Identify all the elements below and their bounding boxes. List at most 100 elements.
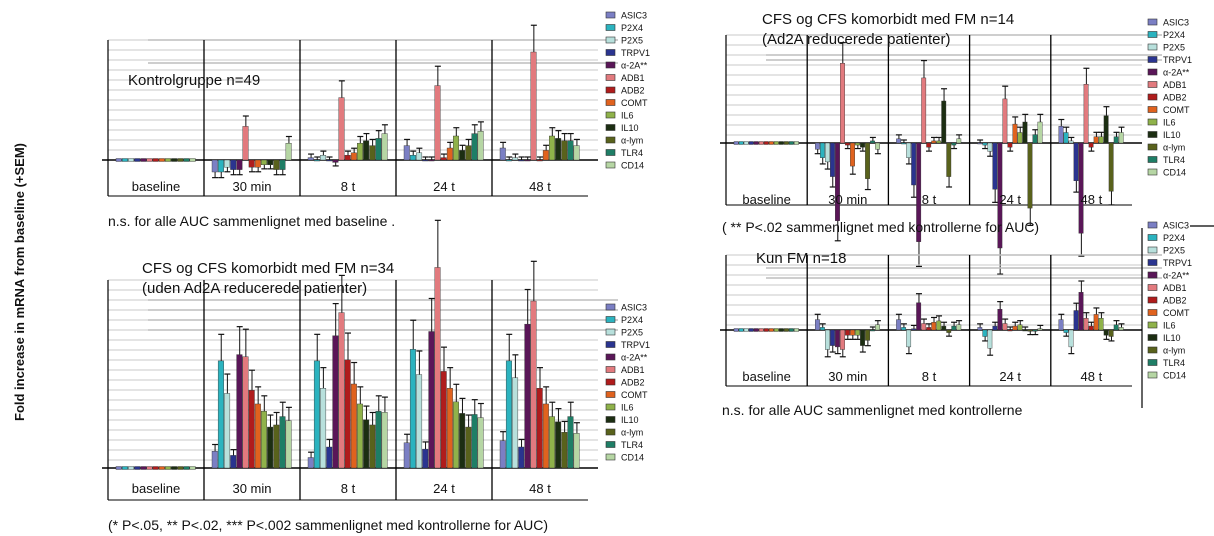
- bar: [1007, 142, 1013, 148]
- bar: [748, 328, 754, 332]
- legend-swatch: [605, 303, 616, 311]
- bar: [152, 158, 159, 162]
- bar: [1093, 314, 1099, 331]
- bar: [941, 100, 947, 144]
- bar: [536, 159, 543, 162]
- bar: [941, 325, 947, 331]
- bar: [549, 135, 555, 161]
- legend-label: α-lym: [621, 136, 643, 146]
- chart-title: Kontrolgruppe n=49: [128, 72, 260, 89]
- legend-label: α-lym: [1163, 346, 1185, 356]
- legend-label: COMT: [1163, 105, 1190, 115]
- legend-label: P2X5: [1163, 246, 1185, 256]
- bar: [1098, 136, 1104, 144]
- bar: [254, 159, 261, 168]
- bar: [738, 328, 744, 332]
- bar: [177, 466, 184, 470]
- bar: [926, 327, 932, 331]
- y-axis-label: Fold increase in mRNA from baseline (+SE…: [12, 143, 27, 421]
- bar: [951, 142, 957, 146]
- legend-swatch: [605, 136, 616, 144]
- bar: [350, 152, 357, 161]
- legend-swatch: [1147, 371, 1158, 379]
- bar: [518, 159, 525, 162]
- category-label: 24 t: [433, 481, 455, 496]
- bar: [783, 141, 789, 145]
- bar: [778, 141, 784, 145]
- legend-label: CD14: [1163, 168, 1186, 178]
- legend-label: ADB1: [621, 73, 645, 83]
- legend-label: α-2A**: [1163, 68, 1190, 78]
- bar: [446, 147, 453, 161]
- bar: [830, 142, 835, 177]
- bar: [332, 159, 339, 163]
- bar: [855, 329, 860, 336]
- legend-swatch: [605, 161, 616, 169]
- bar: [536, 388, 543, 469]
- bar: [273, 424, 280, 469]
- bar: [465, 145, 472, 161]
- bar: [820, 327, 825, 331]
- bar: [1068, 140, 1074, 144]
- bar: [567, 140, 574, 161]
- chart-title: CFS og CFS komorbidt med FM n=14: [762, 11, 1014, 28]
- legend-label: α-lym: [1163, 143, 1185, 153]
- legend-swatch: [605, 366, 616, 373]
- bar: [901, 327, 907, 331]
- bar: [992, 142, 998, 190]
- legend-swatch: [1147, 168, 1158, 176]
- legend-swatch: [605, 61, 616, 69]
- legend-swatch: [1147, 18, 1158, 26]
- legend: ASIC3 P2X4 P2X5 TRPV1 α-2A** ADB1 ADB2 COMT IL6 I…: [605, 303, 650, 463]
- legend-label: IL10: [1163, 333, 1181, 343]
- legend-label: CD14: [621, 453, 644, 463]
- legend: ASIC3 P2X4 P2X5 TRPV1 α-2A** ADB1 ADB2 COMT IL6 I…: [1147, 18, 1192, 178]
- bar: [733, 141, 739, 145]
- bar: [1083, 83, 1089, 144]
- bar: [1108, 142, 1114, 192]
- bar: [477, 417, 484, 469]
- legend-label: P2X5: [621, 328, 643, 338]
- bar: [236, 354, 243, 469]
- bar: [549, 416, 555, 469]
- legend-label: COMT: [1163, 308, 1190, 318]
- legend-swatch: [1147, 118, 1158, 126]
- category-label: 8 t: [922, 192, 937, 207]
- bar: [369, 145, 376, 161]
- category-label: 8 t: [341, 179, 356, 194]
- bar: [434, 85, 441, 161]
- bar: [505, 159, 512, 162]
- bar: [936, 140, 942, 144]
- bar: [987, 329, 993, 349]
- category-label: 48 t: [1081, 369, 1103, 384]
- legend-swatch: [1147, 234, 1158, 241]
- legend-swatch: [605, 49, 616, 56]
- bar: [332, 335, 339, 469]
- bar: [916, 302, 922, 331]
- bar: [524, 159, 531, 162]
- bar: [870, 329, 875, 332]
- category-label: 30 min: [828, 192, 867, 207]
- bar: [542, 150, 549, 161]
- bar: [733, 328, 739, 332]
- bar: [561, 432, 568, 469]
- category-label: baseline: [742, 369, 790, 384]
- bar: [1032, 329, 1038, 332]
- bar: [146, 158, 153, 162]
- bar: [1088, 325, 1094, 331]
- bar: [921, 77, 927, 144]
- legend-swatch: [605, 99, 616, 106]
- bar: [459, 413, 466, 469]
- legend-label: TRPV1: [1163, 258, 1192, 268]
- bar: [121, 466, 128, 470]
- bar: [279, 416, 286, 469]
- legend-swatch: [605, 328, 616, 336]
- bar: [1022, 329, 1028, 332]
- bar: [121, 158, 128, 162]
- legend-label: IL10: [621, 415, 639, 425]
- legend-swatch: [605, 416, 616, 423]
- bar: [931, 140, 937, 144]
- legend-swatch: [605, 453, 616, 461]
- bar: [840, 63, 845, 144]
- legend-swatch: [605, 149, 616, 156]
